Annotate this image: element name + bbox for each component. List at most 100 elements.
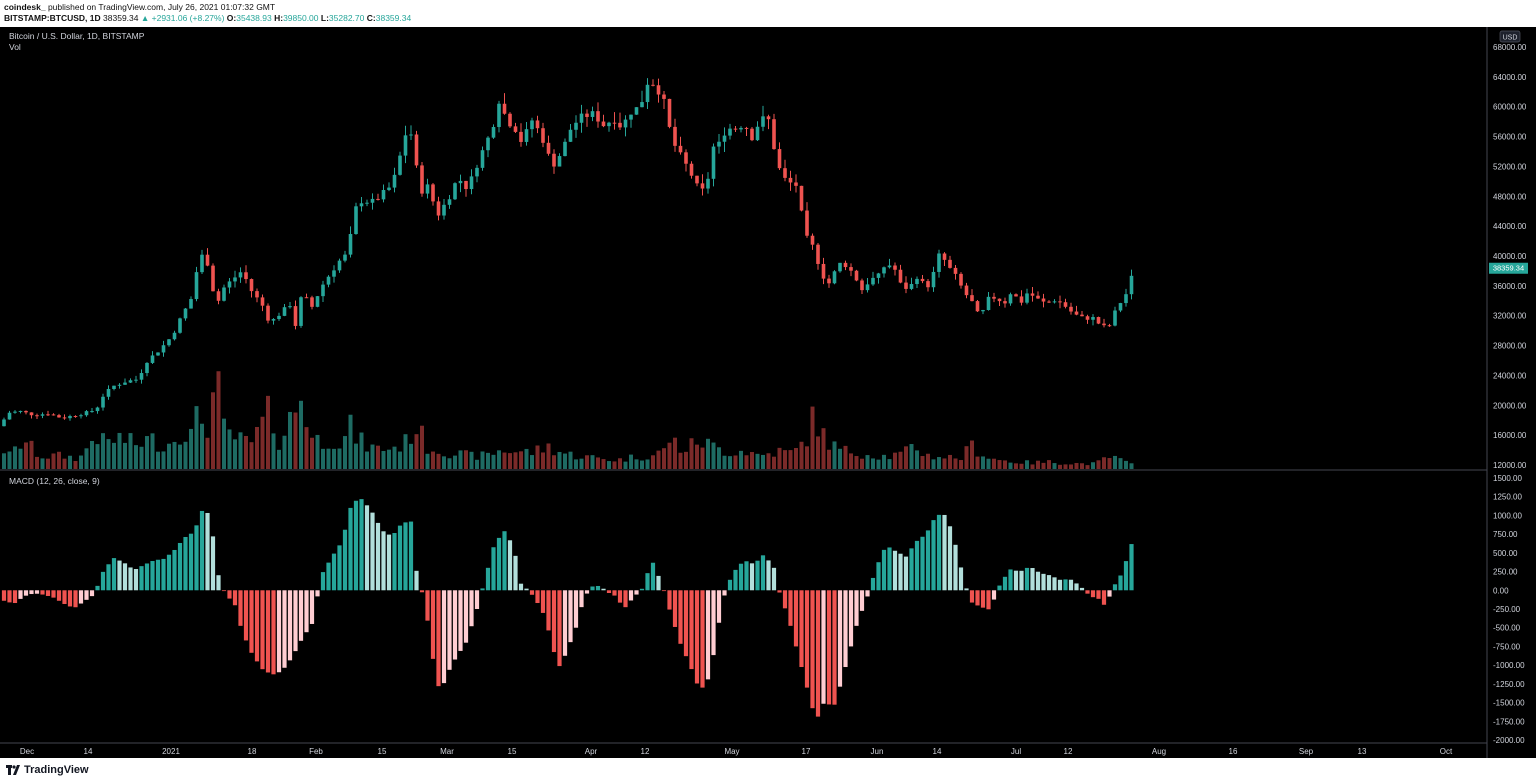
candle-body (150, 355, 155, 363)
candle-body (997, 298, 1002, 302)
candle (13, 410, 17, 414)
volume-bar (975, 456, 980, 469)
macd-bar (711, 590, 716, 656)
candle (563, 138, 567, 157)
candle (579, 104, 584, 133)
candle (1041, 293, 1046, 308)
publication-header: coindesk_ published on TradingView.com, … (0, 0, 1536, 27)
candle-body (557, 156, 562, 167)
macd-bar (18, 590, 23, 599)
volume-bar (601, 459, 606, 469)
candle (557, 153, 562, 167)
macd-bar (271, 590, 276, 675)
volume-bar (541, 452, 545, 469)
macd-bar (529, 590, 535, 595)
candle-body (915, 278, 919, 285)
candle (656, 78, 661, 103)
volume-bar (348, 414, 353, 469)
volume-bar (95, 444, 100, 469)
macd-bar (942, 514, 947, 591)
candle (178, 317, 182, 334)
candle (607, 121, 611, 132)
volume-bar (926, 453, 930, 469)
macd-bar (23, 590, 29, 596)
candle-body (117, 384, 122, 386)
macd-bar (1, 590, 7, 601)
candle-body (392, 174, 397, 188)
time-tick-label: Dec (20, 747, 34, 756)
candle (79, 413, 83, 419)
candle (7, 410, 12, 420)
macd-bar (997, 585, 1002, 591)
volume-bar (106, 439, 111, 469)
candle-body (46, 414, 50, 416)
macd-bar (95, 585, 100, 591)
candle (145, 362, 149, 377)
candle-body (398, 155, 402, 175)
macd-axis[interactable]: 1500.00 1250.00 1000.00 750.00 500.00 250.00 0… (1493, 474, 1525, 745)
macd-bar (161, 558, 166, 591)
macd-bar (326, 562, 331, 591)
candle-body (370, 198, 375, 203)
volume-bar (84, 448, 89, 469)
chart-area[interactable]: 68000.00 64000.00 60000.00 56000.00 52000.00… (0, 27, 1536, 758)
candle-body (508, 113, 512, 127)
candle (205, 248, 210, 267)
volume-bar (552, 455, 556, 469)
candle (62, 414, 67, 420)
candle-body (805, 210, 809, 236)
price-tick-label: 52000.00 (1493, 162, 1527, 171)
macd-bar (408, 521, 414, 591)
candle-body (359, 203, 364, 207)
price-chart[interactable]: 68000.00 64000.00 60000.00 56000.00 52000.00… (0, 27, 1536, 758)
macd-bar (287, 590, 293, 661)
candle-body (348, 234, 353, 255)
candle (942, 252, 947, 267)
candle-body (425, 184, 430, 194)
candle-body (1113, 310, 1117, 326)
volume-bar (1036, 460, 1040, 469)
candle-body (623, 119, 628, 128)
candle-body (535, 120, 540, 129)
macd-bar (254, 590, 260, 662)
macd-bar (562, 590, 568, 656)
candle-body (62, 417, 67, 419)
volume-bar (739, 450, 743, 469)
volume-bar (574, 459, 578, 469)
volume-bar (706, 438, 710, 469)
volume-bar (1047, 460, 1051, 469)
candle (904, 276, 908, 294)
volume-bar (931, 459, 936, 469)
candle-body (161, 345, 166, 353)
candle-body (491, 127, 496, 138)
volume-bar (161, 451, 166, 469)
currency-button[interactable]: USD (1499, 30, 1521, 43)
candle-body (920, 278, 925, 282)
candle-body (821, 263, 826, 279)
author-name[interactable]: coindesk_ (4, 2, 46, 12)
currency-label[interactable]: USD (1503, 35, 1518, 42)
candle (271, 318, 276, 325)
candle (640, 90, 644, 108)
low-value: 35282.70 (328, 13, 365, 23)
candle-body (607, 122, 611, 127)
time-axis[interactable]: Dec 14 2021 18 Feb 15 Mar 15 Apr 12 May 17 Jun 14 Jul 1… (20, 747, 1453, 756)
candle-body (860, 280, 864, 291)
macd-bar (810, 590, 815, 709)
tradingview-logo[interactable]: TradingView (6, 764, 89, 776)
volume-bar (634, 459, 639, 469)
candle-body (1129, 275, 1134, 295)
candle (365, 199, 369, 207)
low-label: L: (320, 13, 329, 23)
candle-body (981, 310, 985, 312)
candle-body (18, 410, 23, 412)
price-tick-label: 40000.00 (1493, 252, 1527, 261)
candle (354, 202, 358, 235)
macd-bar (766, 560, 771, 591)
volume-bar (568, 451, 573, 469)
candle (832, 270, 837, 285)
price-axis[interactable]: 68000.00 64000.00 60000.00 56000.00 52000.00… (1493, 43, 1527, 470)
candle-body (1107, 325, 1112, 327)
volume-legend: Vol (9, 42, 21, 52)
macd-bar (958, 567, 964, 591)
